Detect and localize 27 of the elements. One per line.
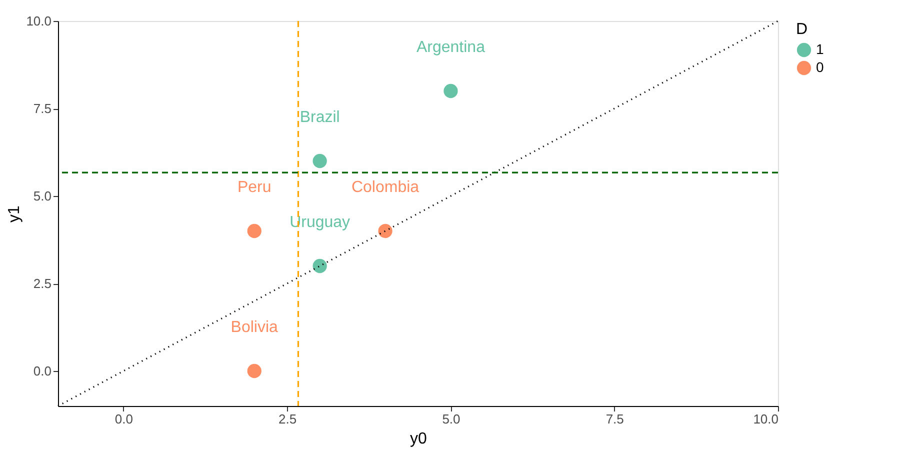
x-tick-label: 7.5 bbox=[606, 412, 624, 426]
y-axis-title: y1 bbox=[6, 205, 24, 222]
x-tick-label: 2.5 bbox=[278, 412, 297, 426]
x-tick-label: 0.0 bbox=[114, 412, 133, 426]
point bbox=[444, 84, 458, 98]
y-tick-label: 5.0 bbox=[33, 188, 52, 204]
data-label: Argentina bbox=[416, 39, 486, 56]
point bbox=[312, 154, 327, 168]
x-tick-label: 5.0 bbox=[442, 412, 460, 426]
data-label: Colombia bbox=[351, 179, 420, 196]
legend-title: D bbox=[796, 21, 808, 38]
data-label: Brazil bbox=[300, 109, 340, 126]
legend-label: 1 bbox=[816, 41, 824, 57]
point bbox=[312, 258, 327, 274]
data-label: Bolivia bbox=[230, 319, 278, 336]
x-tick-label: 10.0 bbox=[753, 412, 778, 426]
y-tick-label: 2.5 bbox=[33, 276, 52, 291]
data-label: Uruguay bbox=[290, 214, 350, 231]
x-axis-title: y0 bbox=[410, 430, 428, 448]
y-tick-label: 7.5 bbox=[33, 101, 52, 116]
point bbox=[247, 364, 262, 378]
point bbox=[247, 224, 262, 238]
y-tick-label: 10.0 bbox=[26, 14, 52, 28]
legend-label: 0 bbox=[816, 59, 824, 75]
y-tick-label: 0.0 bbox=[33, 364, 52, 378]
point bbox=[378, 224, 392, 238]
data-label: Peru bbox=[237, 179, 272, 196]
